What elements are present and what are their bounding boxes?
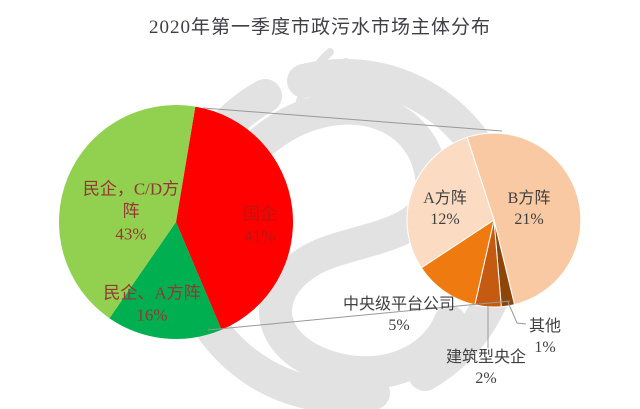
pie-slice-A方阵 bbox=[406, 136, 495, 269]
pie-slice-民企、A方阵 bbox=[109, 222, 222, 340]
connector-line-top bbox=[202, 107, 503, 132]
primary-pie bbox=[58, 104, 294, 340]
secondary-pie bbox=[406, 132, 582, 308]
pie-slice-国企 bbox=[176, 106, 294, 330]
pie-slice-民企，C/D方阵 bbox=[58, 104, 196, 319]
chart-title: 2020年第一季度市政污水市场主体分布 bbox=[148, 17, 491, 38]
pie-slice-B方阵 bbox=[466, 132, 582, 306]
connector-line-bottom bbox=[207, 300, 511, 331]
leader-line-qita bbox=[507, 301, 527, 325]
